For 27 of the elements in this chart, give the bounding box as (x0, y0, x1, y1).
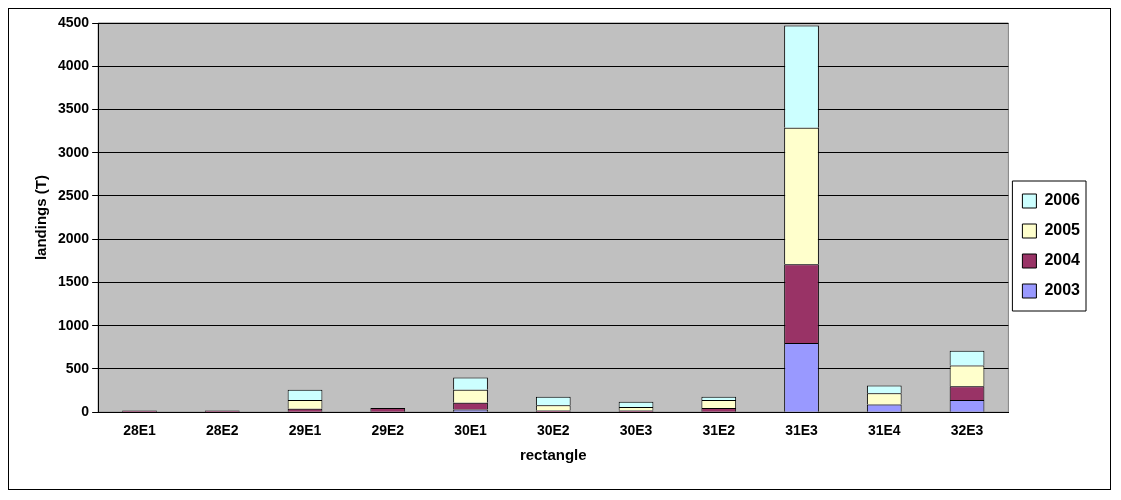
x-axis-title: rectangle (519, 446, 587, 464)
y-tick-label: 1500 (57, 273, 90, 290)
y-tick-label: 3500 (57, 100, 90, 117)
y-axis-title: landings (T) (32, 175, 50, 261)
x-tick-label: 30E2 (536, 422, 570, 439)
x-tick-label: 31E2 (702, 422, 736, 439)
x-tick-label: 32E3 (950, 422, 984, 439)
y-tick-label: 1000 (57, 316, 90, 333)
x-tick-label: 31E3 (785, 422, 819, 439)
y-tick-label: 0 (81, 403, 90, 420)
x-tick-label: 29E1 (288, 422, 322, 439)
x-tick-label: 28E1 (123, 422, 157, 439)
legend-label: 2006 (1044, 191, 1081, 209)
y-tick-label: 4500 (57, 13, 90, 30)
x-tick-label: 28E2 (205, 422, 239, 439)
legend-label: 2003 (1044, 281, 1081, 299)
x-tick-label: 30E3 (619, 422, 653, 439)
x-tick-label: 30E1 (454, 422, 488, 439)
x-tick-label: 29E2 (371, 422, 405, 439)
legend-label: 2004 (1044, 251, 1081, 269)
y-tick-label: 2500 (57, 186, 90, 203)
legend-label: 2005 (1044, 221, 1081, 239)
y-tick-label: 2000 (57, 230, 90, 247)
x-tick-label: 31E4 (867, 422, 901, 439)
y-tick-label: 3000 (57, 143, 90, 160)
y-tick-label: 4000 (57, 57, 90, 74)
y-tick-label: 500 (65, 359, 90, 376)
